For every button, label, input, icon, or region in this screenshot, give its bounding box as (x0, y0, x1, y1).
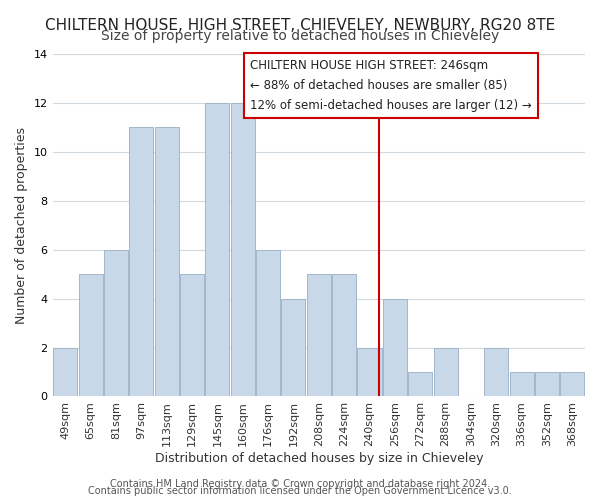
Bar (79, 274, 103, 396)
Bar (104, 250, 128, 396)
Bar (205, 103, 229, 397)
Bar (180, 274, 204, 396)
Bar (535, 372, 559, 396)
Bar (383, 298, 407, 396)
Bar (281, 298, 305, 396)
Bar (434, 348, 458, 397)
Text: Contains HM Land Registry data © Crown copyright and database right 2024.: Contains HM Land Registry data © Crown c… (110, 479, 490, 489)
Bar (230, 103, 255, 397)
Bar (560, 372, 584, 396)
Y-axis label: Number of detached properties: Number of detached properties (15, 126, 28, 324)
Bar (332, 274, 356, 396)
Bar (155, 128, 179, 396)
Bar (307, 274, 331, 396)
Bar (509, 372, 533, 396)
Text: CHILTERN HOUSE HIGH STREET: 246sqm
← 88% of detached houses are smaller (85)
12%: CHILTERN HOUSE HIGH STREET: 246sqm ← 88%… (250, 59, 532, 112)
Bar (129, 128, 154, 396)
Bar (53, 348, 77, 397)
Text: Contains public sector information licensed under the Open Government Licence v3: Contains public sector information licen… (88, 486, 512, 496)
Bar (484, 348, 508, 397)
Bar (408, 372, 432, 396)
Text: Size of property relative to detached houses in Chieveley: Size of property relative to detached ho… (101, 29, 499, 43)
Bar (256, 250, 280, 396)
Text: CHILTERN HOUSE, HIGH STREET, CHIEVELEY, NEWBURY, RG20 8TE: CHILTERN HOUSE, HIGH STREET, CHIEVELEY, … (45, 18, 555, 32)
Bar (358, 348, 382, 397)
X-axis label: Distribution of detached houses by size in Chieveley: Distribution of detached houses by size … (155, 452, 483, 465)
